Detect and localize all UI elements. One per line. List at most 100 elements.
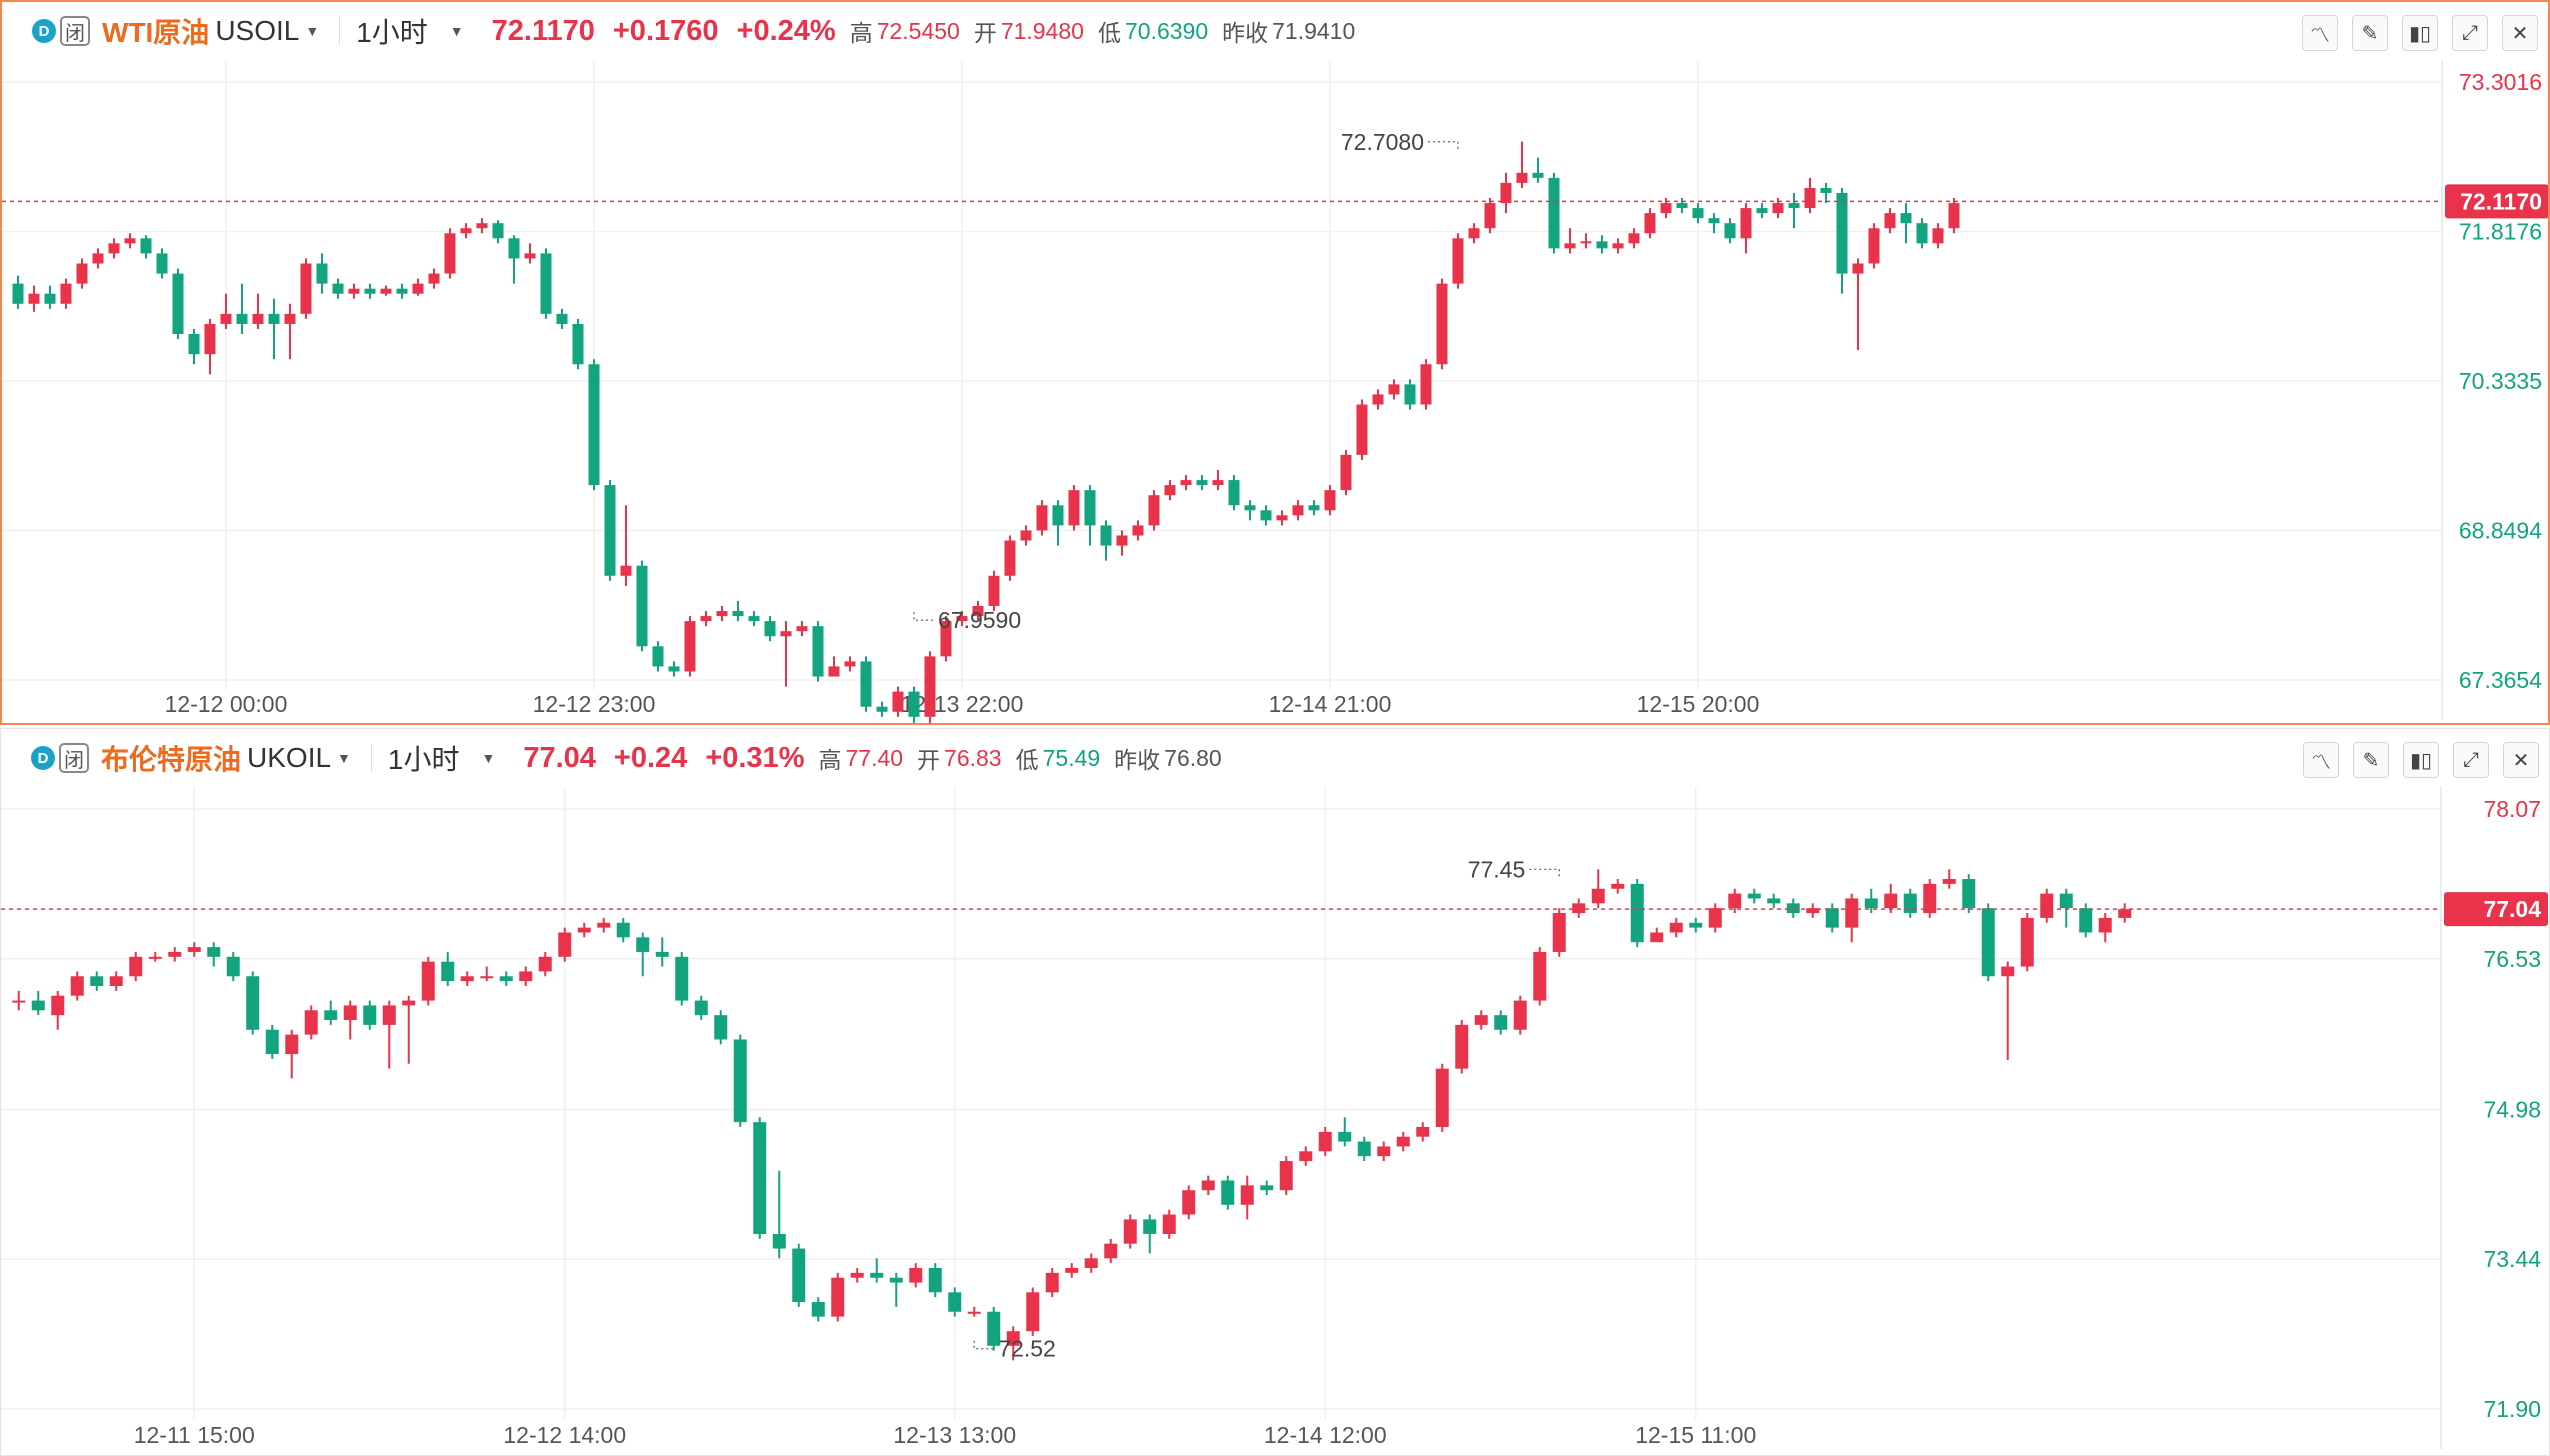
candle-body — [187, 947, 201, 952]
candle — [908, 686, 920, 723]
candle-body — [1884, 213, 1896, 229]
candle — [928, 1263, 942, 1298]
candle — [924, 651, 936, 723]
candle-body — [987, 1311, 1001, 1346]
candle-body — [1004, 540, 1016, 576]
symbol-dropdown-icon[interactable]: ▼ — [337, 750, 351, 766]
candle-body — [1676, 203, 1688, 209]
candle-body — [1591, 888, 1605, 904]
candle-body — [1357, 1141, 1371, 1157]
candle-body — [1388, 384, 1400, 395]
candle — [1942, 869, 1956, 889]
candle-body — [652, 646, 664, 667]
timeframe-dropdown-icon[interactable]: ▼ — [481, 750, 496, 766]
candle-body — [1596, 241, 1608, 249]
candle-body — [12, 1000, 26, 1003]
y-tick-label: 71.90 — [2483, 1396, 2541, 1422]
instrument-name[interactable]: WTI原油 — [102, 17, 210, 48]
candle-body — [441, 961, 455, 982]
candle — [1116, 530, 1128, 556]
candle-body — [246, 976, 260, 1030]
candle — [694, 995, 708, 1021]
ukoil-candlestick-chart[interactable]: 78.07 76.53 74.98 73.44 71.90 12-11 15:00 12-1… — [1, 787, 2549, 1455]
draw-icon[interactable]: ✎ — [2353, 742, 2389, 778]
market-status-badge: D 闭 — [32, 16, 90, 46]
candle — [780, 621, 792, 687]
candle-body — [1100, 525, 1112, 546]
candle — [1852, 258, 1864, 351]
candle — [1728, 888, 1742, 914]
candle-body — [1825, 908, 1839, 928]
candle — [636, 932, 650, 977]
candle-body — [1318, 1131, 1332, 1152]
draw-icon[interactable]: ✎ — [2352, 15, 2388, 51]
fullscreen-icon[interactable]: ⤢ — [2453, 742, 2489, 778]
candle — [604, 480, 616, 581]
candle — [1494, 1010, 1508, 1035]
candle-body — [1116, 535, 1128, 546]
candle-body — [460, 976, 474, 982]
x-tick-label: 12-14 21:00 — [1269, 691, 1392, 717]
candle — [616, 917, 630, 943]
candle-body — [1942, 879, 1956, 884]
close-icon[interactable]: ✕ — [2503, 742, 2539, 778]
candle — [1836, 187, 1848, 294]
candle — [732, 600, 744, 622]
candle — [207, 942, 221, 967]
candle — [519, 966, 533, 986]
candle — [714, 1010, 728, 1045]
compare-icon[interactable]: 〽 — [2302, 15, 2338, 51]
candle — [476, 218, 488, 234]
low-label: 低 — [1015, 747, 1039, 773]
candle — [675, 951, 689, 1006]
instrument-symbol[interactable]: USOIL — [215, 15, 300, 46]
candle-body — [1221, 1180, 1235, 1205]
timeframe-select[interactable]: 1小时 — [356, 17, 428, 48]
candle — [1338, 1117, 1352, 1147]
candle — [421, 956, 435, 1006]
candle-body — [332, 283, 344, 294]
candle-body — [2098, 917, 2112, 933]
close-icon[interactable]: ✕ — [2502, 15, 2538, 51]
candle-body — [540, 253, 552, 314]
candle-type-icon[interactable]: ▮▯ — [2403, 742, 2439, 778]
candle — [1182, 1185, 1196, 1220]
candle — [332, 278, 344, 299]
candle — [1564, 228, 1576, 254]
candle — [753, 1117, 767, 1239]
candle-body — [636, 937, 650, 952]
candle — [558, 927, 572, 962]
candle-body — [204, 323, 216, 355]
symbol-dropdown-icon[interactable]: ▼ — [305, 23, 320, 39]
candle-body — [402, 1000, 416, 1006]
candle-body — [748, 616, 760, 622]
candle-body — [831, 1277, 845, 1317]
instrument-symbol[interactable]: UKOIL — [247, 742, 332, 773]
timeframe-dropdown-icon[interactable]: ▼ — [449, 23, 464, 39]
candle-body — [714, 1015, 728, 1040]
candle — [956, 611, 968, 627]
instrument-name[interactable]: 布伦特原油 — [101, 744, 242, 775]
candle-body — [716, 611, 728, 617]
candle-body — [519, 971, 533, 982]
candle-body — [92, 253, 104, 264]
candle-body — [1377, 1146, 1391, 1157]
timeframe-select[interactable]: 1小时 — [387, 744, 460, 775]
candle — [577, 922, 591, 938]
compare-icon[interactable]: 〽 — [2303, 742, 2339, 778]
candle-body — [324, 1010, 338, 1021]
candle-type-icon[interactable]: ▮▯ — [2402, 15, 2438, 51]
usoil-candlestick-chart[interactable]: 73.3016 71.8176 70.3335 68.8494 67.3654 12-12… — [2, 60, 2548, 723]
fullscreen-icon[interactable]: ⤢ — [2452, 15, 2488, 51]
candle — [1435, 1063, 1449, 1132]
candle — [1468, 223, 1480, 244]
candle-body — [1708, 908, 1722, 928]
candle — [1864, 888, 1878, 914]
candle — [812, 621, 824, 682]
candle — [1420, 359, 1432, 410]
candle-body — [364, 288, 376, 294]
ukoil-chart-panel: D 闭 布伦特原油 UKOIL ▼ 1小时 ▼ 77.04 +0.24 +0.3… — [0, 728, 2550, 1456]
x-tick-label: 12-12 00:00 — [165, 691, 288, 717]
candle — [940, 616, 952, 662]
candle-body — [694, 1000, 708, 1016]
